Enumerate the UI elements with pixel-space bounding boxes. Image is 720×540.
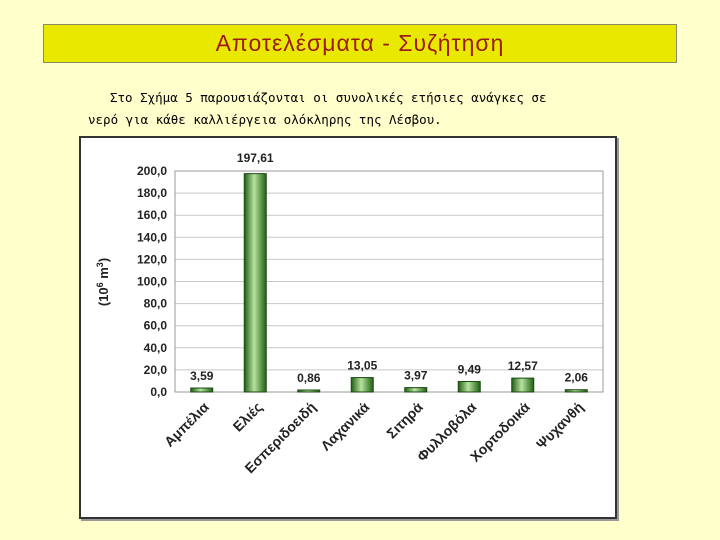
bar-value-label: 197,61 [237,151,274,165]
bar-value-label: 13,05 [347,359,377,373]
y-axis-label: (106 m3) [95,258,111,306]
bar [404,387,428,393]
y-tick-label: 60,0 [144,319,168,333]
plot-area [174,170,604,393]
y-tick-label: 200,0 [137,164,167,178]
y-tick-label: 40,0 [144,341,168,355]
chart-frame [79,136,617,519]
bar-value-label: 9,49 [458,363,482,377]
y-tick-label: 20,0 [144,363,168,377]
y-tick-label: 140,0 [137,230,167,244]
bar [350,377,374,393]
y-tick-label: 0,0 [150,385,167,399]
y-tick-label: 180,0 [137,186,167,200]
x-category-label: Ελιές [230,399,266,435]
bar-value-label: 2,06 [565,371,589,385]
y-tick-label: 160,0 [137,208,167,222]
bar-value-label: 12,57 [508,359,538,373]
x-category-label: Σιτηρά [383,399,426,442]
intro-paragraph: Στο Σχήμα 5 παρουσιάζονται οι συνολικές … [88,87,608,131]
page-title: Αποτελέσματα - Συζήτηση [215,30,505,56]
y-tick-label: 80,0 [144,297,168,311]
y-tick-label: 100,0 [137,275,167,289]
y-tick-label: 120,0 [137,252,167,266]
bar-value-label: 3,97 [404,369,428,383]
x-category-label: Ψυχανθή [533,399,586,452]
bar [564,389,588,393]
bar-value-label: 0,86 [297,371,321,385]
intro-line-1: Στο Σχήμα 5 παρουσιάζονται οι συνολικές … [110,90,547,105]
intro-line-2: νερό για κάθε καλλιέργεια ολόκληρης της … [88,112,442,127]
x-category-label: Αμπέλια [161,399,212,450]
bar [511,377,535,393]
bar [457,381,481,393]
x-category-label: Λαχανικά [317,399,372,454]
bar [190,387,214,393]
bar [297,389,321,393]
bar [243,173,267,393]
bar-value-label: 3,59 [190,369,214,383]
title-banner: Αποτελέσματα - Συζήτηση [43,24,677,63]
